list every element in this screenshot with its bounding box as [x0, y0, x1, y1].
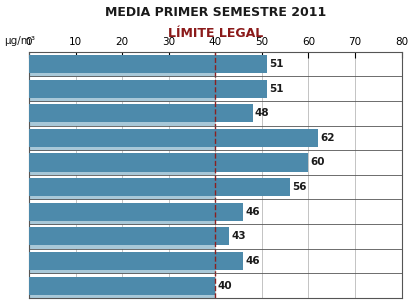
- Text: 62: 62: [319, 133, 334, 143]
- Bar: [29, 227, 215, 245]
- Bar: [29, 227, 229, 245]
- Bar: [29, 178, 289, 196]
- Text: 46: 46: [245, 256, 259, 266]
- Bar: [29, 295, 215, 299]
- Text: 46: 46: [245, 207, 259, 217]
- Bar: [29, 221, 215, 225]
- Bar: [29, 252, 215, 270]
- Text: 51: 51: [268, 59, 282, 69]
- Bar: [29, 270, 215, 274]
- Bar: [29, 55, 215, 73]
- Bar: [29, 277, 215, 295]
- Bar: [29, 154, 308, 171]
- Bar: [29, 129, 317, 147]
- Bar: [29, 80, 266, 98]
- Bar: [29, 203, 215, 221]
- Bar: [29, 147, 215, 151]
- Text: MEDIA PRIMER SEMESTRE 2011: MEDIA PRIMER SEMESTRE 2011: [104, 6, 325, 19]
- Bar: [29, 245, 215, 249]
- Bar: [29, 98, 215, 102]
- Text: LÍMITE LEGAL: LÍMITE LEGAL: [167, 27, 262, 40]
- Bar: [29, 104, 215, 122]
- Bar: [29, 203, 242, 221]
- Bar: [29, 122, 215, 126]
- Bar: [29, 55, 266, 73]
- Text: 48: 48: [254, 108, 269, 118]
- Bar: [29, 171, 215, 175]
- Text: 43: 43: [231, 231, 246, 241]
- Bar: [29, 104, 252, 122]
- Bar: [29, 154, 215, 171]
- Bar: [29, 252, 242, 270]
- Bar: [29, 178, 215, 196]
- Text: 40: 40: [217, 281, 232, 291]
- Text: 60: 60: [310, 157, 325, 168]
- Bar: [29, 80, 215, 98]
- Bar: [29, 196, 215, 200]
- Bar: [29, 277, 215, 295]
- Text: 56: 56: [292, 182, 306, 192]
- Text: μg/m³: μg/m³: [4, 36, 35, 47]
- Text: 51: 51: [268, 84, 282, 94]
- Bar: [29, 73, 215, 77]
- Bar: [29, 129, 215, 147]
